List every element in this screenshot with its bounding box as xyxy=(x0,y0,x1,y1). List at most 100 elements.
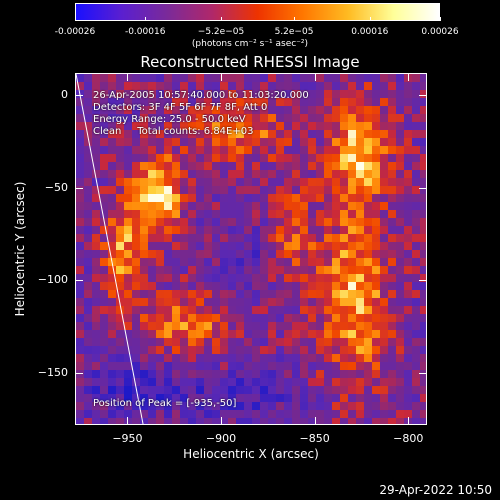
heatmap-cell xyxy=(212,282,221,291)
heatmap-cell xyxy=(100,122,109,131)
heatmap-cell xyxy=(212,146,221,155)
heatmap-cell xyxy=(276,226,285,235)
heatmap-cell xyxy=(364,266,373,275)
heatmap-cell xyxy=(404,266,413,275)
colorbar-tick-mark xyxy=(145,17,147,21)
heatmap-cell xyxy=(108,298,117,307)
heatmap-cell xyxy=(204,138,213,147)
heatmap-cell xyxy=(236,218,245,227)
heatmap-cell xyxy=(100,82,109,91)
heatmap-cell xyxy=(108,114,117,123)
heatmap-cell xyxy=(212,122,221,131)
heatmap-cell xyxy=(172,90,181,99)
heatmap-cell xyxy=(300,122,309,131)
heatmap-cell xyxy=(364,210,373,219)
heatmap-cell xyxy=(116,274,125,283)
heatmap-cell xyxy=(156,138,165,147)
heatmap-cell xyxy=(124,282,133,291)
heatmap-cell xyxy=(236,106,245,115)
heatmap-cell xyxy=(148,218,157,227)
heatmap-cell xyxy=(348,370,357,379)
heatmap-cell xyxy=(108,338,117,347)
heatmap-cell xyxy=(164,130,173,139)
heatmap-cell xyxy=(356,418,365,424)
heatmap-cell xyxy=(364,346,373,355)
heatmap-cell xyxy=(228,178,237,187)
heatmap-cell xyxy=(204,146,213,155)
heatmap-cell xyxy=(188,370,197,379)
heatmap-cell xyxy=(84,162,93,171)
heatmap-cell xyxy=(412,338,421,347)
heatmap-cell xyxy=(244,306,253,315)
heatmap-cell xyxy=(76,122,85,131)
heatmap-cell xyxy=(164,258,173,267)
heatmap-cell xyxy=(252,210,261,219)
heatmap-cell xyxy=(92,170,101,179)
heatmap-cell xyxy=(124,210,133,219)
heatmap-cell xyxy=(148,298,157,307)
heatmap-cell xyxy=(196,354,205,363)
heatmap-cell xyxy=(364,162,373,171)
heatmap-cell xyxy=(372,226,381,235)
heatmap-cell xyxy=(148,410,157,419)
heatmap-cell xyxy=(228,290,237,299)
heatmap-cell xyxy=(316,202,325,211)
heatmap-cell xyxy=(148,258,157,267)
heatmap-cell xyxy=(364,330,373,339)
heatmap-cell xyxy=(324,394,333,403)
heatmap-cell xyxy=(332,234,341,243)
heatmap-cell xyxy=(100,394,109,403)
heatmap-cell xyxy=(124,298,133,307)
heatmap-cell xyxy=(252,130,261,139)
heatmap-cell xyxy=(164,74,173,83)
heatmap-cell xyxy=(132,202,141,211)
heatmap-cell xyxy=(276,354,285,363)
heatmap-cell xyxy=(284,314,293,323)
heatmap-cell xyxy=(148,402,157,411)
heatmap-cell xyxy=(348,338,357,347)
heatmap-cell xyxy=(276,378,285,387)
heatmap-cell xyxy=(396,418,405,424)
heatmap-cell xyxy=(404,290,413,299)
heatmap-cell xyxy=(228,362,237,371)
heatmap-cell xyxy=(388,378,397,387)
heatmap-cell xyxy=(148,194,157,203)
heatmap-cell xyxy=(116,98,125,107)
heatmap-cell xyxy=(140,338,149,347)
heatmap-cell xyxy=(260,242,269,251)
heatmap-cell xyxy=(252,218,261,227)
heatmap-cell xyxy=(340,218,349,227)
heatmap-cell xyxy=(188,162,197,171)
heatmap-cell xyxy=(332,194,341,203)
heatmap-cell xyxy=(308,298,317,307)
heatmap-cell xyxy=(412,138,421,147)
heatmap-cell xyxy=(204,90,213,99)
heatmap-cell xyxy=(84,354,93,363)
heatmap-cell xyxy=(340,130,349,139)
heatmap-cell xyxy=(92,138,101,147)
heatmap-cell xyxy=(148,242,157,251)
heatmap-cell xyxy=(220,346,229,355)
heatmap-cell xyxy=(140,418,149,424)
heatmap-cell xyxy=(316,378,325,387)
heatmap-cell xyxy=(204,234,213,243)
heatmap-cell xyxy=(260,90,269,99)
heatmap-cell xyxy=(324,210,333,219)
heatmap-cell xyxy=(316,106,325,115)
heatmap-cell xyxy=(420,298,426,307)
heatmap-cell xyxy=(420,290,426,299)
heatmap-cell xyxy=(116,138,125,147)
heatmap-cell xyxy=(420,154,426,163)
heatmap-cell xyxy=(164,322,173,331)
heatmap-cell xyxy=(340,226,349,235)
heatmap-cell xyxy=(388,146,397,155)
heatmap-cell xyxy=(268,170,277,179)
heatmap-cell xyxy=(380,122,389,131)
heatmap-cell xyxy=(124,186,133,195)
heatmap-cell xyxy=(388,98,397,107)
heatmap-cell xyxy=(84,242,93,251)
heatmap-cell xyxy=(260,122,269,131)
heatmap-cell xyxy=(156,98,165,107)
heatmap-cell xyxy=(204,194,213,203)
heatmap-cell xyxy=(284,178,293,187)
